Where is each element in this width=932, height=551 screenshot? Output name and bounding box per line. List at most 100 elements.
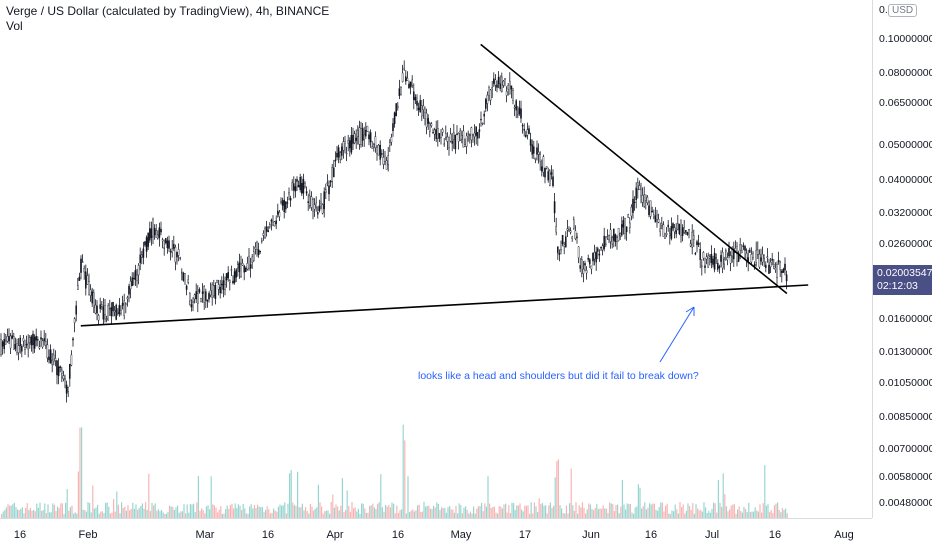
candle-body	[35, 336, 37, 341]
candle-body	[417, 107, 420, 111]
volume-bar	[748, 502, 750, 518]
price-chart[interactable]	[0, 0, 872, 518]
time-tick: 17	[518, 529, 532, 541]
candle-body	[784, 263, 786, 271]
candle-body	[549, 170, 551, 186]
volume-bar	[689, 506, 691, 518]
candle-body	[577, 246, 580, 259]
time-scale[interactable]: 16 Feb Mar 16 Apr 16 May 17 Jun 16 Jul 16 Aug	[0, 518, 872, 551]
volume-bar	[263, 512, 265, 518]
candle-body	[641, 195, 644, 203]
candle-body	[640, 189, 642, 197]
volume-bar	[377, 503, 379, 518]
price-scale[interactable]: 0.1 0.10000000 0.08000000 0.06500000 0.05000…	[872, 0, 932, 518]
volume-bar	[471, 513, 473, 518]
candle-body	[320, 201, 322, 204]
volume-bar	[386, 506, 388, 518]
volume-bar	[727, 511, 729, 518]
volume-bar	[613, 511, 615, 518]
candle-body	[387, 155, 390, 165]
volume-bar	[258, 506, 260, 518]
candle-body	[664, 237, 666, 239]
candle-body	[606, 236, 609, 238]
candle-body	[116, 312, 119, 314]
volume-bar	[361, 503, 363, 518]
candle-body	[261, 240, 263, 242]
volume-bar	[725, 506, 727, 518]
candle-body	[115, 304, 117, 320]
candle-body	[496, 84, 498, 88]
volume-bar	[711, 508, 713, 518]
candle-body	[576, 236, 578, 238]
candle-body	[616, 237, 618, 242]
currency-badge[interactable]: USD	[888, 4, 918, 17]
volume-bar	[673, 511, 675, 518]
candle-body	[633, 201, 636, 204]
volume-bar	[269, 513, 271, 518]
candle-body	[585, 270, 588, 274]
candle-body	[504, 78, 506, 80]
volume-bar	[481, 502, 483, 518]
candle-body	[398, 88, 401, 96]
volume-bar	[573, 511, 575, 518]
price-tick: 0.00480000	[879, 497, 932, 509]
candle-body	[456, 133, 458, 135]
candle-body	[104, 305, 106, 315]
candle-body	[33, 336, 36, 349]
candle-body	[537, 151, 540, 155]
volume-bar	[634, 507, 636, 518]
volume-bar	[346, 490, 348, 518]
candle-body	[432, 132, 434, 134]
candle-body	[29, 337, 31, 344]
volume-bar	[533, 502, 535, 518]
volume-bar	[249, 506, 251, 518]
volume-bar	[193, 503, 195, 518]
candle-body	[408, 83, 410, 89]
candle-body	[393, 112, 396, 124]
candle-body	[699, 249, 701, 260]
candle-body	[150, 228, 153, 239]
volume-bar	[631, 512, 633, 518]
volume-bar	[599, 508, 601, 518]
volume-bar	[490, 508, 492, 518]
volume-bar	[676, 509, 678, 518]
candle-body	[480, 118, 482, 121]
volume-bar	[517, 505, 519, 518]
volume-bar	[236, 508, 238, 518]
candle-body	[475, 126, 478, 136]
candle-body	[259, 250, 262, 253]
volume-bar	[500, 506, 502, 518]
volume-bar	[565, 505, 567, 518]
volume-bar	[477, 506, 479, 518]
volume-bar	[492, 507, 494, 518]
volume-bar	[559, 505, 561, 518]
volume-bar	[433, 505, 435, 518]
volume-label[interactable]: Vol	[6, 19, 23, 33]
candle-body	[286, 202, 289, 204]
candle-body	[453, 132, 455, 140]
candle-body	[132, 277, 135, 280]
volume-bar	[610, 503, 612, 518]
candle-body	[461, 134, 463, 140]
time-tick: 16	[13, 529, 27, 541]
candle-body	[709, 256, 711, 259]
volume-bar	[751, 511, 753, 518]
time-tick: Feb	[78, 529, 98, 541]
candle-body	[123, 300, 125, 316]
volume-bar	[188, 512, 190, 518]
candle-body	[525, 134, 527, 137]
volume-bar	[601, 508, 603, 518]
candle-body	[637, 182, 639, 190]
volume-bar	[362, 503, 364, 518]
annotation-text[interactable]: looks like a head and shoulders but did …	[418, 370, 699, 382]
chart-area[interactable]: Verge / US Dollar (calculated by Trading…	[0, 0, 872, 518]
symbol-title[interactable]: Verge / US Dollar (calculated by Trading…	[6, 4, 330, 18]
candle-body	[235, 269, 238, 278]
candle-body	[273, 221, 276, 227]
volume-bar	[532, 513, 534, 518]
volume-bar	[42, 510, 44, 518]
candle-body	[697, 242, 700, 245]
volume-bar	[34, 511, 36, 518]
volume-bar	[189, 504, 191, 518]
candle-body	[440, 129, 442, 138]
